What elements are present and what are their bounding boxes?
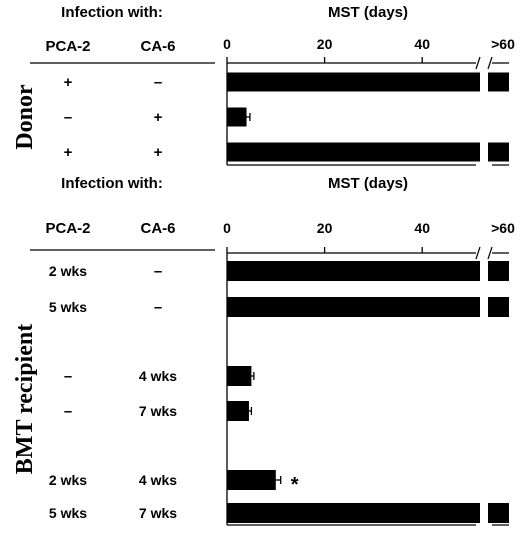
row-ca6-cell: – [154,299,162,316]
axis-tick-label: 40 [414,220,430,236]
row-pca2-cell: 2 wks [49,472,87,488]
row-ca6-cell: – [154,74,162,91]
panel-label: Donor [12,84,38,150]
bar [227,470,276,490]
panel-label: BMT recipient [12,324,38,474]
axis-tick-label: 40 [414,36,430,52]
row-ca6-cell: + [154,109,163,126]
bar [488,261,509,281]
row-ca6-cell: 4 wks [139,368,177,384]
bar [488,503,509,523]
row-pca2-cell: 2 wks [49,263,87,279]
column-header-ca6: CA-6 [140,38,175,55]
table-title: Infection with: [61,175,163,192]
bar [227,142,480,162]
row-pca2-cell: 5 wks [49,299,87,315]
bar [227,107,247,127]
row-pca2-cell: – [64,368,72,385]
row-pca2-cell: 5 wks [49,505,87,521]
axis-break-mark [487,246,493,260]
axis-tick-label: >60 [491,220,515,236]
row-ca6-cell: 4 wks [139,472,177,488]
row-pca2-cell: + [64,74,73,91]
row-ca6-cell: 7 wks [139,403,177,419]
bar [227,261,480,281]
axis-break-mark [475,56,481,70]
bar [488,72,509,92]
bar [227,401,249,421]
axis-tick-label: >60 [491,36,515,52]
bar [227,366,252,386]
axis-break-mark [487,56,493,70]
significance-marker: * [291,474,299,496]
row-pca2-cell: – [64,109,72,126]
row-pca2-cell: – [64,403,72,420]
axis-tick-label: 0 [223,220,231,236]
axis-break-mark [475,246,481,260]
bar [227,503,480,523]
row-pca2-cell: + [64,144,73,161]
table-title: Infection with: [61,4,163,21]
column-header-pca2: PCA-2 [45,220,90,237]
axis-tick-label: 20 [317,36,333,52]
bar [488,297,509,317]
bar [227,297,480,317]
axis-title: MST (days) [328,175,408,192]
row-ca6-cell: 7 wks [139,505,177,521]
column-header-ca6: CA-6 [140,220,175,237]
axis-tick-label: 0 [223,36,231,52]
axis-title: MST (days) [328,4,408,21]
bar [488,142,509,162]
row-ca6-cell: + [154,144,163,161]
column-header-pca2: PCA-2 [45,38,90,55]
row-ca6-cell: – [154,263,162,280]
axis-tick-label: 20 [317,220,333,236]
bar [227,72,480,92]
